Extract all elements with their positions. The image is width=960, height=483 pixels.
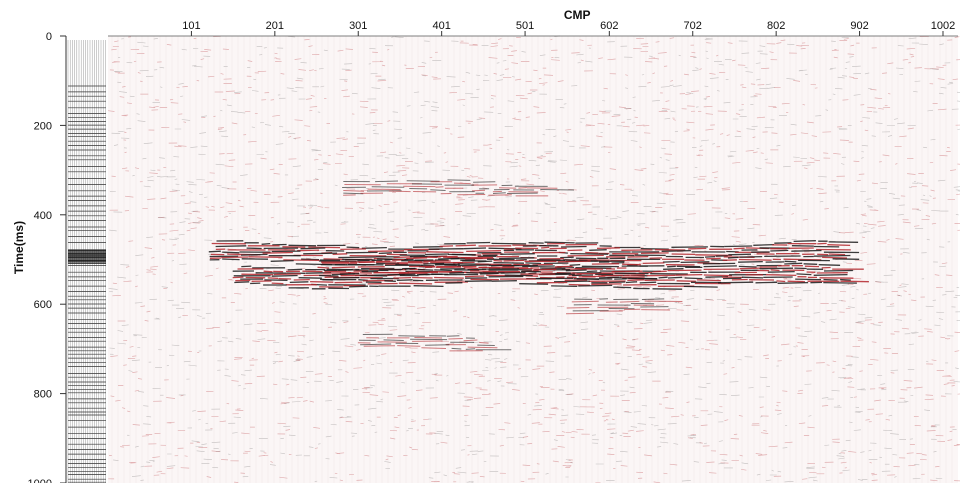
axes-layer: 0 200 400 600 800 1000 101 201 301 401 501 602 702 80… [12, 8, 958, 483]
reflector-line [343, 179, 548, 187]
reflector-line [574, 298, 665, 300]
reflector-line [240, 275, 851, 286]
seismic-noise-layer [108, 35, 960, 483]
x-tick-label: 702 [684, 20, 702, 32]
y-tick-label: 0 [46, 31, 52, 43]
y-tick-label: 600 [34, 299, 52, 311]
x-tick-label: 201 [266, 20, 284, 32]
reflector-line [344, 181, 558, 189]
noise-positive [108, 35, 960, 483]
reflector-line [216, 240, 859, 250]
reflector-line [357, 340, 498, 349]
reflector-line [565, 308, 670, 315]
reflector-line [323, 262, 626, 273]
seismic-reflector-layer [208, 179, 869, 352]
x-axis-title: CMP [564, 8, 591, 22]
reflector-band [208, 240, 860, 268]
reflector-line [320, 255, 641, 266]
reflector-line [215, 246, 851, 257]
reflector-line [360, 342, 512, 351]
y-tick-label: 1000 [28, 478, 52, 483]
reflector-line [571, 300, 683, 303]
reflector-band [317, 253, 658, 281]
x-tick-label: 301 [349, 20, 367, 32]
reflector-band [342, 179, 575, 197]
reflector-line [573, 303, 655, 306]
x-tick-label: 1002 [931, 20, 955, 32]
x-tick-label: 101 [182, 20, 200, 32]
wiggle-dense-zone [68, 250, 106, 264]
reflector-line [209, 253, 851, 264]
x-tick-label: 401 [432, 20, 450, 32]
x-tick-label: 902 [850, 20, 868, 32]
reflector-line [366, 337, 489, 344]
reflector-band [357, 333, 512, 352]
reflector-line [320, 271, 658, 281]
reflector-line [234, 280, 857, 290]
reflector-band [565, 298, 683, 315]
wiggle-ticks [68, 85, 106, 483]
reflector-line [363, 345, 483, 352]
x-tick-label: 802 [767, 20, 785, 32]
reflector-line [320, 257, 648, 268]
reflector-line [343, 188, 538, 195]
well-wiggle-panel [67, 40, 106, 483]
y-tick-label: 800 [34, 389, 52, 401]
reflector-line [211, 242, 851, 253]
reflector-line [343, 185, 539, 193]
y-tick-label: 400 [34, 210, 52, 222]
reflector-line [235, 278, 869, 288]
reflector-line [362, 333, 475, 339]
x-tick-label: 602 [600, 20, 618, 32]
reflector-line [342, 183, 575, 191]
reflector-line [566, 304, 655, 309]
reflector-line [324, 270, 645, 278]
y-axis-title: Time(ms) [12, 221, 26, 274]
reflector-line [343, 190, 549, 197]
y-tick-label: 200 [34, 120, 52, 132]
x-tick-label: 501 [516, 20, 534, 32]
reflector-line [319, 267, 649, 277]
reflector-line [358, 338, 495, 346]
